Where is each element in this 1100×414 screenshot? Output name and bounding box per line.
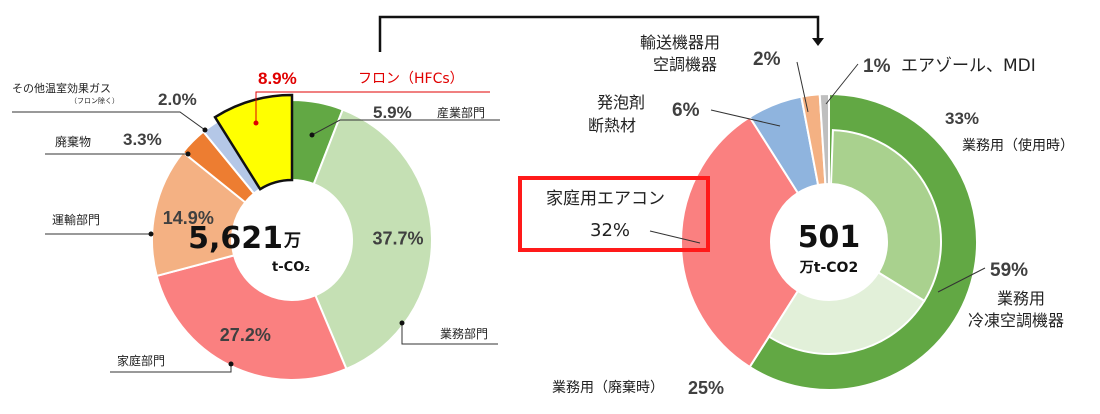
label-yuso-pct: 2% <box>753 49 781 70</box>
inner-slice-2 <box>767 271 926 355</box>
label-aerosol-pct: 1% <box>863 56 891 77</box>
label-gyomu-name: 業務部門 <box>440 326 488 341</box>
label-aircon-pct: 32% <box>590 220 630 241</box>
label-haikiji-pct: 25% <box>688 378 724 398</box>
leader-furon <box>255 91 490 123</box>
leader-dot-haiki <box>185 151 191 157</box>
label-shiyo-pct: 33% <box>945 109 979 128</box>
leader-aerosol <box>825 63 859 105</box>
label-aircon-name: 家庭用エアコン <box>546 189 665 209</box>
connector-arrow <box>378 15 824 52</box>
slice-label-3: 27.2% <box>220 325 271 345</box>
right-center-sub: 万t-CO2 <box>799 260 858 276</box>
leader-gyomu <box>401 323 498 345</box>
label-sangyo-pct: 5.9% <box>373 103 412 122</box>
right-center-value: 501 <box>798 220 861 255</box>
label-happo-line2: 断熱材 <box>588 116 636 135</box>
leader-reito <box>937 267 986 293</box>
label-happo-line1: 発泡剤 <box>597 93 645 112</box>
label-haikiji-name: 業務用（廃棄時） <box>552 379 664 396</box>
right-donut-chart <box>680 92 978 391</box>
slice-4 <box>151 150 247 278</box>
leader-sonota <box>12 111 206 131</box>
leader-dot-katei <box>228 361 234 367</box>
left-donut-chart: 37.7% 27.2% 14.9% <box>151 93 433 381</box>
label-sonota-name: その他温室効果ガス <box>12 81 111 95</box>
label-reito-pct: 59% <box>990 260 1028 281</box>
right-donut-hole <box>771 184 887 300</box>
label-yuso-line1: 輸送機器用 <box>640 33 720 52</box>
right-labels: 輸送機器用 空調機器 2% 1% エアゾール、MDI 発泡剤 断熱材 6% 33… <box>518 33 1074 398</box>
label-sonota-pct: 2.0% <box>158 90 197 109</box>
slice-2 <box>312 108 433 371</box>
leader-dot-sonota <box>202 127 208 133</box>
left-donut-hole <box>234 182 350 298</box>
label-reito-line1: 業務用 <box>997 289 1045 308</box>
leader-yuso <box>796 61 809 113</box>
left-labels: 5.9% 産業部門 業務部門 家庭部門 運輸部門 廃棄物 3.3% その他温室効… <box>12 69 500 373</box>
label-aerosol-name: エアゾール、MDI <box>901 56 1036 76</box>
label-haiki-name: 廃棄物 <box>55 134 91 149</box>
leader-sangyo <box>311 119 500 136</box>
label-yuso-line2: 空調機器 <box>653 55 717 74</box>
label-katei-name: 家庭部門 <box>117 353 165 368</box>
label-sonota-sub: （フロン除く） <box>70 96 119 105</box>
label-furon-name: フロン（HFCs） <box>358 71 464 87</box>
label-furon-pct: 8.9% <box>258 69 297 88</box>
leader-dot-unyu <box>148 231 154 237</box>
label-happo-pct: 6% <box>672 100 700 121</box>
leader-katei <box>110 364 232 373</box>
leader-happo <box>710 109 781 127</box>
left-center-sub: t-CO₂ <box>272 260 310 275</box>
label-sangyo-name: 産業部門 <box>437 105 485 120</box>
slice-label-2: 37.7% <box>372 229 423 249</box>
label-unyu-name: 運輸部門 <box>52 212 100 227</box>
label-reito-line2: 冷凍空調機器 <box>968 311 1064 330</box>
slice-label-4: 14.9% <box>163 208 214 228</box>
slice-7 <box>213 93 294 191</box>
leader-aircon <box>649 230 701 244</box>
label-shiyo-name: 業務用（使用時） <box>962 137 1074 154</box>
katei-aircon-highlight-box <box>518 176 710 252</box>
slice-3 <box>155 254 348 381</box>
left-center-unit: 万 <box>283 231 301 251</box>
leader-dot-sangyo <box>309 132 315 138</box>
label-haiki-pct: 3.3% <box>123 130 162 149</box>
leader-dot-gyomu <box>399 320 405 326</box>
left-center-value: 5,621 <box>188 221 283 256</box>
leader-dot-furon <box>253 120 259 126</box>
